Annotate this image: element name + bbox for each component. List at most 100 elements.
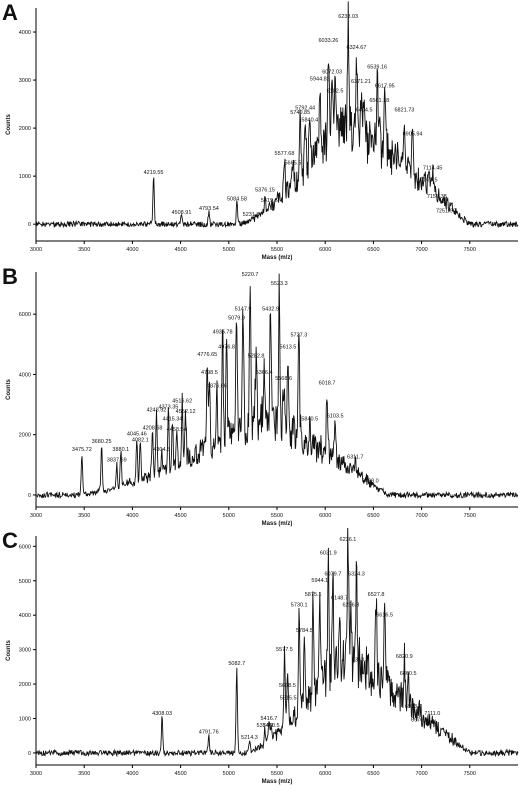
x-tick-label: 4500	[174, 247, 186, 253]
y-tick-label: 6000	[19, 544, 31, 550]
peak-label: 3680.25	[92, 439, 112, 445]
y-tick-label: 0	[28, 222, 31, 228]
x-tick-label: 3000	[30, 247, 42, 253]
peak-label: 6617.95	[375, 84, 395, 90]
peak-label: 5419.5	[261, 198, 278, 204]
x-tick-label: 4000	[126, 247, 138, 253]
peak-label: 4248.92	[146, 408, 166, 414]
peak-label: 5727.3	[290, 332, 307, 338]
peak-label: 6266.3	[342, 602, 359, 608]
peak-label: 5214.3	[241, 735, 258, 741]
peak-label: 4373.35	[158, 405, 178, 411]
peak-label: 5730.1	[291, 602, 308, 608]
peak-label: 4798.5	[201, 370, 218, 376]
panel-letter-a: A	[2, 0, 18, 25]
spectrum-line	[35, 273, 519, 500]
y-tick-label: 3000	[19, 648, 31, 654]
peak-label: 6018.7	[319, 380, 336, 386]
panel-letter-c: C	[2, 528, 18, 553]
x-tick-label: 6500	[367, 513, 379, 519]
peak-label: 6468.0	[362, 478, 379, 484]
x-tick-label: 7000	[415, 771, 427, 777]
x-tick-label: 4000	[126, 771, 138, 777]
peak-label: 6033.26	[318, 38, 338, 44]
peak-label: 5432.9	[262, 307, 279, 313]
peak-label: 6976.5	[411, 718, 428, 724]
y-tick-label: 1000	[19, 174, 31, 180]
peak-label: 4304.5	[153, 447, 170, 453]
peak-label: 6031.9	[320, 551, 337, 557]
x-tick-label: 6000	[319, 247, 331, 253]
x-tick-label: 3000	[30, 513, 42, 519]
x-tick-label: 5500	[271, 513, 283, 519]
peak-label: 5084.58	[227, 197, 247, 203]
panel-a: 0 1000 2000 3000 4000 3000 3500 4000 4500 5000 550…	[0, 0, 520, 264]
x-axis-label: Mass (m/z)	[262, 521, 293, 527]
peak-label: 5374.9	[257, 723, 274, 729]
peak-label: 4458.54	[167, 427, 187, 433]
x-tick-label: 7000	[415, 513, 427, 519]
y-tick-label: 5000	[19, 579, 31, 585]
peak-label: 5568.6	[275, 376, 292, 382]
peak-label: 4082.1	[132, 438, 149, 444]
peak-label: 4876.66	[207, 384, 227, 390]
spectrum-chart-b: 0 2000 4000 6000 3000 3500 4000 4500 5000 5500 600…	[6, 272, 519, 527]
y-tick-label: 1000	[19, 717, 31, 723]
peak-label: 5231.8	[243, 212, 260, 218]
panel-b: 0 2000 4000 6000 3000 3500 4000 4500 5000 5500 600…	[0, 264, 520, 528]
peak-label: 6527.8	[368, 592, 385, 598]
peak-label: 5792.44	[295, 105, 315, 111]
peak-label: 5840.5	[301, 417, 318, 423]
peak-label: 6913.9	[405, 704, 422, 710]
peak-label: 5220.7	[242, 272, 259, 278]
y-axis-label: Counts	[6, 640, 12, 661]
x-tick-label: 7500	[464, 247, 476, 253]
peak-label: 6102.5	[327, 88, 344, 94]
peak-label: 6324.67	[347, 45, 367, 51]
y-tick-label: 4000	[19, 30, 31, 36]
peak-label: 4793.54	[199, 206, 219, 212]
peak-label: 4219.55	[144, 170, 164, 176]
peak-label: 7078.5	[421, 177, 438, 183]
x-tick-label: 6500	[367, 771, 379, 777]
peak-label: 5416.7	[261, 716, 278, 722]
x-tick-label: 3500	[78, 513, 90, 519]
peak-label: 6363.5	[352, 657, 369, 663]
x-tick-label: 4500	[174, 771, 186, 777]
y-tick-label: 6000	[19, 312, 31, 318]
peak-label: 4045.46	[127, 432, 147, 438]
peak-label: 6079.7	[324, 571, 341, 577]
peak-label: 5577.68	[275, 151, 295, 157]
peak-label: 7114.45	[423, 165, 442, 171]
peak-label: 4415.34	[162, 417, 182, 423]
peak-label: 5376.15	[255, 187, 275, 193]
spectrum-chart-c: 0 1000 2000 3000 4000 5000 6000 3000 3500 4000 450…	[6, 528, 519, 785]
x-axis-label: Mass (m/z)	[262, 255, 293, 261]
peak-label: 7157.38	[427, 194, 447, 200]
peak-label: 5440.5	[263, 723, 280, 729]
spectrum-chart-a: 0 1000 2000 3000 4000 3000 3500 4000 4500 5000 550…	[6, 1, 519, 261]
panel-c: 0 1000 2000 3000 4000 5000 6000 3000 3500 4000 450…	[0, 528, 520, 792]
peak-label: 4935.78	[213, 329, 233, 335]
peak-label: 5944.1	[311, 578, 328, 584]
peak-label: 4791.76	[199, 730, 219, 736]
x-tick-label: 3000	[30, 771, 42, 777]
y-tick-label: 4000	[19, 613, 31, 619]
peak-label: 5147.9	[235, 307, 252, 313]
peak-label: 5944.82	[310, 76, 330, 82]
peak-label: 3880.1	[112, 447, 129, 453]
peak-label: 7111.0	[424, 711, 440, 717]
peak-label: 5577.5	[276, 647, 293, 653]
peak-label: 5875.1	[305, 592, 322, 598]
x-tick-label: 6000	[319, 513, 331, 519]
y-tick-label: 4000	[19, 372, 31, 378]
peak-label: 6404.5	[356, 108, 373, 114]
peak-label: 4516.62	[172, 399, 192, 405]
x-tick-label: 5000	[223, 771, 235, 777]
peak-label: 6103.5	[327, 414, 344, 420]
x-tick-label: 5500	[271, 771, 283, 777]
peak-label: 5740.85	[290, 110, 310, 116]
peak-label: 6860.5	[400, 671, 417, 677]
peak-label: 6821.73	[394, 108, 414, 114]
peak-label: 5523.3	[271, 281, 288, 287]
